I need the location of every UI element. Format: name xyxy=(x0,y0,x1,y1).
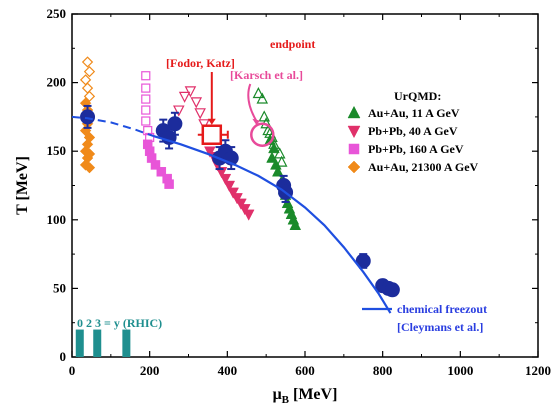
fodor-label: [Fodor, Katz] xyxy=(166,56,235,70)
filled-point xyxy=(272,165,284,177)
x-tick-label: 400 xyxy=(218,363,238,378)
open-point xyxy=(141,105,151,115)
karsch-arrow-head xyxy=(252,118,261,125)
x-tick-label: 200 xyxy=(140,363,160,378)
open-point xyxy=(178,91,191,103)
open-point xyxy=(252,86,265,99)
legend-label-3: Au+Au, 21300 A GeV xyxy=(368,160,479,174)
open-point xyxy=(81,56,94,68)
filled-point xyxy=(227,187,239,199)
legend-label-1: Pb+Pb, 40 A GeV xyxy=(368,124,458,138)
freezeout-curve-layer xyxy=(71,115,392,314)
open-point xyxy=(141,116,151,126)
rhic-bar-2 xyxy=(122,329,131,357)
y-tick-label: 0 xyxy=(60,349,67,364)
open-point xyxy=(273,147,286,159)
filled-point xyxy=(164,179,174,189)
cleymans-label: [Cleymans et al.] xyxy=(397,320,483,334)
axis-ticks xyxy=(71,13,539,358)
series-0 xyxy=(252,86,302,230)
open-point xyxy=(81,82,94,94)
open-point xyxy=(83,90,96,102)
y-tick-label: 100 xyxy=(47,212,67,227)
legend-label-0: Au+Au, 11 A GeV xyxy=(368,106,460,120)
tick-labels: 0 200 400 600 800 1000 1200 0 50 100 150 200 250 xyxy=(47,6,552,378)
fodor-endpoint xyxy=(201,124,223,145)
filled-point xyxy=(150,160,161,170)
open-point xyxy=(198,119,210,131)
karsch-label: [Karsch et al.] xyxy=(230,68,303,82)
y-tick-label: 200 xyxy=(47,75,67,90)
legend-marker-2 xyxy=(348,143,360,155)
filled-point xyxy=(266,151,278,163)
rhic-bar-1 xyxy=(93,329,102,357)
legend: UrQMD: Au+Au, 11 A GeV Pb+Pb, 40 A GeV Pb+P… xyxy=(347,89,479,174)
filled-point xyxy=(156,167,167,177)
open-point xyxy=(141,94,151,104)
filled-point xyxy=(238,204,251,216)
filled-point xyxy=(289,218,302,230)
open-point xyxy=(141,71,151,81)
open-point xyxy=(190,97,203,109)
freezeout-curve-dashed xyxy=(71,115,154,138)
freezeout-point xyxy=(167,116,183,132)
karsch-arrow xyxy=(247,83,258,122)
freezeout-point xyxy=(384,282,400,298)
filled-point xyxy=(223,180,236,192)
y-tick-label: 250 xyxy=(47,6,67,21)
open-point xyxy=(173,105,185,117)
freezeout-point xyxy=(355,253,371,269)
series-2 xyxy=(141,71,174,189)
open-point xyxy=(83,65,96,78)
open-point xyxy=(141,83,151,93)
x-tick-label: 800 xyxy=(373,363,393,378)
y-axis-label: T [MeV] xyxy=(14,156,31,215)
x-tick-label: 0 xyxy=(69,363,76,378)
filled-point xyxy=(204,146,216,158)
rhic-label: 0 2 3 = y (RHIC) xyxy=(77,316,162,330)
open-point xyxy=(184,86,197,98)
filled-point xyxy=(242,209,255,221)
x-tick-label: 600 xyxy=(295,363,315,378)
filled-point xyxy=(83,161,96,174)
open-point xyxy=(258,110,271,122)
y-tick-label: 150 xyxy=(47,143,67,158)
endpoint-label: endpoint xyxy=(270,37,315,51)
open-point xyxy=(256,92,269,104)
filled-point xyxy=(219,173,232,186)
filled-point xyxy=(231,193,243,205)
rhic-bar-0 xyxy=(75,329,84,357)
legend-marker-1 xyxy=(347,125,361,139)
x-axis-label: μB [MeV] xyxy=(273,386,338,406)
series-layer xyxy=(79,56,400,298)
open-point xyxy=(194,108,206,120)
x-tick-label: 1200 xyxy=(525,363,551,378)
x-tick-label: 1000 xyxy=(447,363,473,378)
fodor-arrow-head xyxy=(207,118,216,125)
freezeout-point xyxy=(80,109,96,125)
y-tick-label: 50 xyxy=(53,280,66,295)
legend-title: UrQMD: xyxy=(394,89,441,103)
legend-marker-0 xyxy=(347,105,361,119)
legend-label-2: Pb+Pb, 160 A GeV xyxy=(368,142,464,156)
filled-point xyxy=(268,141,280,154)
filled-point xyxy=(235,198,247,210)
legend-marker-3 xyxy=(347,160,361,174)
freezeout-label: chemical freezout xyxy=(397,302,487,316)
karsch-endpoint xyxy=(250,122,275,147)
freezeout-curve-solid xyxy=(153,135,392,314)
open-point xyxy=(275,155,288,167)
annotation-layer: endpoint [Fodor, Katz][Karsch et al.] chem… xyxy=(75,37,487,357)
